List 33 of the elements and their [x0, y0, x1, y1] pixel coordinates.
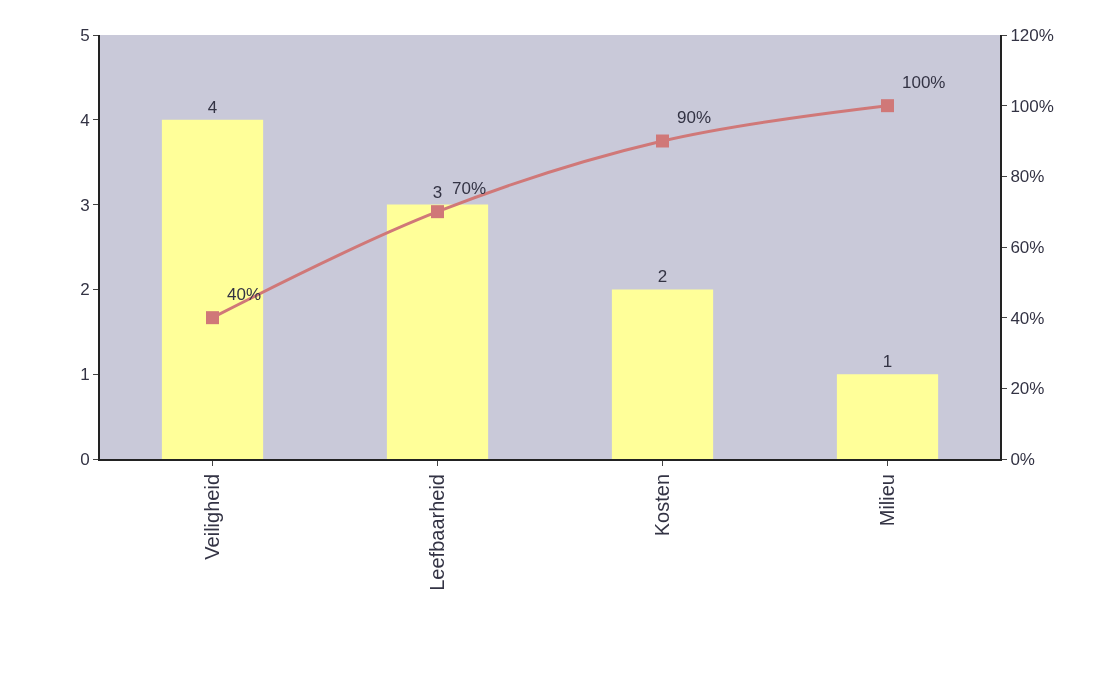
bar [611, 289, 714, 459]
y2-tick-label: 100% [1010, 96, 1054, 116]
y2-tick-label: 40% [1010, 308, 1045, 328]
y-tick-label: 3 [80, 195, 90, 215]
data-label: 40% [227, 285, 262, 304]
y2-tick-label: 20% [1010, 379, 1045, 399]
data-label: 4 [207, 97, 218, 117]
y2-tick-label: 0% [1010, 449, 1035, 469]
point [881, 99, 894, 113]
y-tick-label: 5 [80, 25, 90, 45]
point [431, 205, 444, 219]
data-label: 3 [432, 182, 443, 202]
x-tick-label: Kosten [651, 474, 673, 537]
bar [836, 374, 939, 459]
data-label: 1 [882, 352, 893, 372]
data-label: 90% [677, 108, 712, 127]
y2-tick-label: 80% [1010, 167, 1045, 187]
x-tick-label: Milieu [876, 474, 898, 527]
x-tick-label: Veiligheid [201, 474, 223, 560]
y2-tick-label: 120% [1010, 25, 1054, 45]
y-tick-label: 2 [80, 280, 90, 300]
bar [386, 204, 489, 459]
y2-tick-label: 60% [1010, 237, 1045, 257]
x-tick-label: Leefbaarheid [426, 474, 448, 591]
y-tick-label: 1 [80, 365, 90, 385]
data-label: 2 [657, 267, 668, 287]
data-label: 70% [452, 179, 487, 198]
point [656, 134, 669, 148]
data-label: 100% [902, 73, 946, 92]
point [206, 311, 219, 325]
y-tick-label: 4 [80, 110, 90, 130]
bar [161, 119, 264, 459]
y-tick-label: 0 [80, 449, 90, 469]
